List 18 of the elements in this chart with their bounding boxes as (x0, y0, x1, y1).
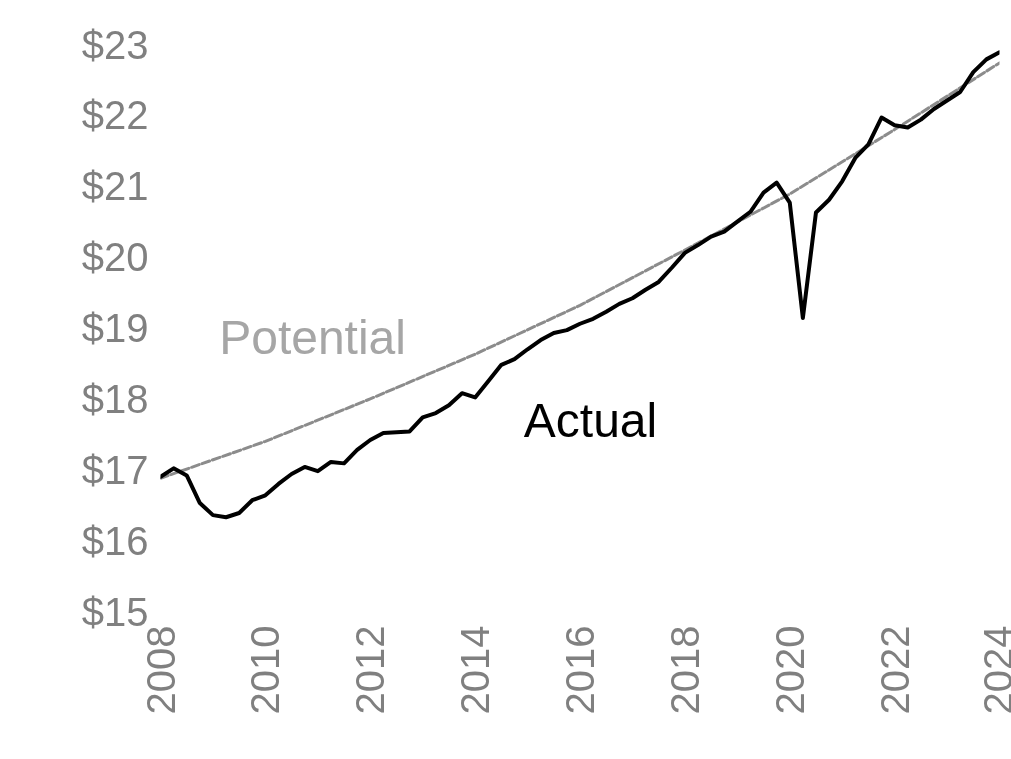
x-tick-label: 2016 (558, 625, 602, 715)
x-tick-label: 2008 (138, 625, 183, 715)
y-tick-label: $21 (81, 164, 149, 209)
series-label: Actual (523, 393, 658, 447)
series-label: Potential (219, 310, 406, 364)
y-tick-label: $22 (81, 93, 149, 138)
y-tick-label: $23 (81, 22, 149, 67)
y-tick-label: $18 (81, 376, 149, 421)
x-tick-label: 2010 (243, 625, 288, 715)
y-tick-label: $20 (81, 235, 149, 280)
y-tick-label: $19 (81, 306, 149, 350)
x-tick-label: 2020 (767, 625, 812, 715)
y-tick-label: $16 (81, 518, 149, 563)
x-tick-label: 2018 (662, 625, 707, 715)
x-tick-label: 2014 (453, 625, 498, 715)
x-tick-label: 2022 (872, 625, 917, 715)
y-tick-label: $17 (81, 447, 149, 492)
x-tick-label: 2012 (348, 625, 393, 715)
